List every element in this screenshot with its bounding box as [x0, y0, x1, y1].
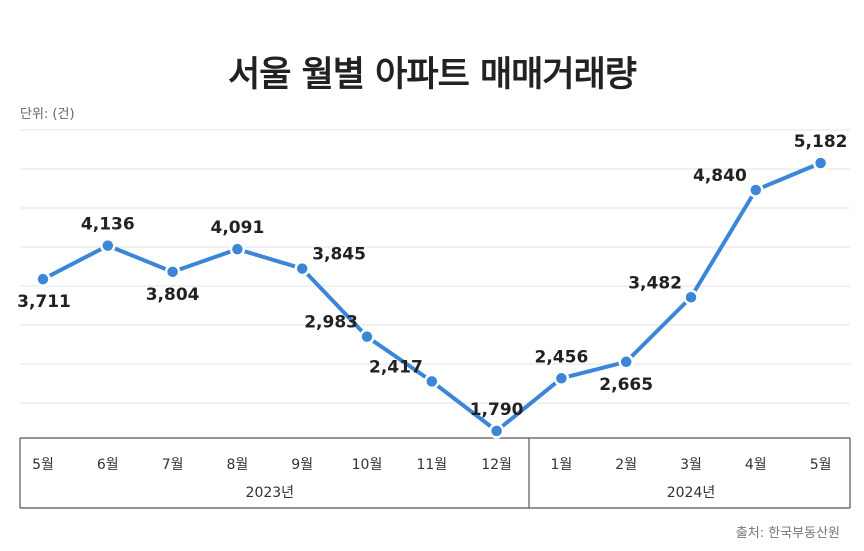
x-tick-label: 7월 [162, 457, 184, 473]
data-label: 4,840 [693, 166, 747, 186]
data-label: 5,182 [794, 132, 848, 152]
year-group-label: 2023년 [246, 485, 295, 501]
data-label: 2,665 [599, 375, 653, 395]
x-tick-label: 12월 [481, 457, 512, 473]
data-point [618, 354, 634, 370]
x-tick-label: 10월 [352, 457, 383, 473]
data-point [748, 182, 764, 198]
x-tick-label: 5월 [32, 457, 54, 473]
year-group-label: 2024년 [667, 485, 716, 501]
data-point [553, 370, 570, 387]
data-point [164, 264, 181, 280]
data-point [812, 155, 829, 171]
x-tick-label: 5월 [810, 457, 832, 473]
data-label: 4,091 [211, 218, 265, 238]
x-tick-label: 3월 [680, 457, 702, 473]
data-label: 3,804 [146, 285, 200, 305]
data-label: 3,845 [312, 245, 366, 265]
x-tick-label: 11월 [416, 457, 447, 473]
data-label: 2,456 [535, 347, 589, 367]
data-label: 3,482 [628, 273, 682, 293]
x-tick-label: 2월 [615, 457, 637, 473]
chart-title: 서울 월별 아파트 매매거래량 [228, 55, 637, 95]
x-tick-label: 6월 [97, 457, 119, 473]
data-point [35, 271, 51, 287]
data-label: 2,417 [369, 357, 423, 377]
data-point [294, 260, 310, 277]
data-point [359, 328, 375, 345]
data-label: 2,983 [304, 313, 358, 333]
x-tick-label: 9월 [291, 457, 313, 473]
data-point [424, 373, 440, 390]
data-label: 3,711 [17, 292, 71, 312]
x-tick-label: 1월 [551, 457, 573, 473]
data-point [683, 289, 699, 306]
data-label: 1,790 [470, 400, 524, 420]
data-label: 4,136 [81, 215, 135, 235]
data-point [488, 423, 505, 439]
unit-label: 단위: (건) [20, 107, 75, 122]
data-point [100, 237, 116, 254]
x-tick-label: 8월 [227, 457, 249, 473]
x-tick-label: 4월 [745, 457, 767, 473]
source-note: 출처: 한국부동산원 [735, 526, 840, 541]
data-point [229, 241, 246, 257]
